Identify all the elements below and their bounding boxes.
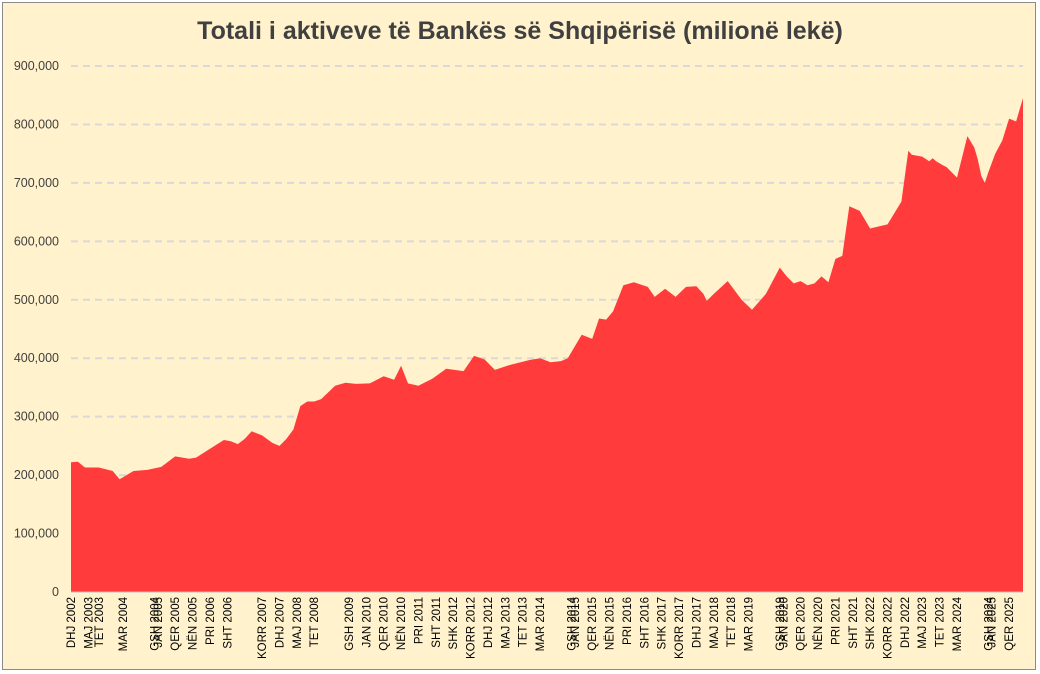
x-tick-label: TET 2003: [94, 597, 106, 647]
x-tick-label: MAR 2024: [952, 596, 964, 651]
x-tick-label: MAR 2004: [118, 596, 130, 651]
y-tick-label: 600,000: [14, 234, 59, 248]
y-tick-label: 300,000: [14, 410, 59, 424]
x-tick-label: MAJ 2018: [709, 597, 721, 649]
x-tick-label: KORR 2007: [257, 597, 269, 659]
x-tick-label: GSH 2004: [149, 596, 161, 650]
x-tick-label: NËN 2020: [813, 597, 825, 650]
x-tick-label: GSH 2024: [983, 596, 995, 650]
x-tick-label: PRI 2011: [413, 597, 425, 644]
x-tick-label: PRI 2006: [205, 597, 217, 645]
x-tick-label: GSH 2014: [566, 596, 578, 650]
x-tick-label: KORR 2022: [882, 597, 894, 659]
x-tick-label: QER 2020: [796, 597, 808, 651]
y-tick-label: 200,000: [14, 468, 59, 482]
y-tick-label: 100,000: [14, 527, 59, 541]
x-tick-label: QER 2005: [170, 597, 182, 651]
x-tick-label: SHK 2017: [657, 597, 669, 649]
chart-title: Totali i aktiveve të Bankës së Shqipëris…: [197, 17, 843, 45]
x-tick-label: TET 2013: [518, 597, 530, 647]
x-tick-label: QER 2015: [587, 597, 599, 651]
x-tick-label: SHT 2016: [639, 597, 651, 649]
x-tick-label: MAJ 2013: [500, 597, 512, 649]
x-tick-label: DHJ 2002: [66, 597, 78, 648]
x-tick-label: SHT 2021: [848, 597, 860, 649]
x-tick-label: MAR 2019: [744, 597, 756, 651]
y-tick-label: 800,000: [14, 117, 59, 131]
x-tick-label: SHK 2022: [865, 597, 877, 649]
y-tick-label: 700,000: [14, 176, 59, 190]
area-fill: [71, 98, 1023, 592]
y-tick-label: 900,000: [14, 59, 59, 73]
x-tick-label: TET 2018: [726, 597, 738, 647]
x-tick-label: KORR 2012: [466, 597, 478, 659]
x-tick-label: JAN 2020: [778, 597, 790, 648]
x-tick-label: NËN 2005: [188, 597, 200, 650]
y-tick-label: 400,000: [14, 351, 59, 365]
x-tick-label: DHJ 2012: [483, 597, 495, 648]
x-tick-label: MAR 2014: [535, 596, 547, 651]
x-tick-label: GSH 2009: [344, 597, 356, 651]
x-tick-label: GSH 2019: [775, 597, 787, 651]
y-tick-label: 500,000: [14, 293, 59, 307]
x-tick-label: DHJ 2007: [274, 597, 286, 648]
x-tick-label: SHT 2006: [222, 597, 234, 649]
x-tick-label: DHJ 2017: [691, 597, 703, 648]
x-tick-label: TET 2023: [935, 597, 947, 647]
x-tick-label: MAJ 2003: [83, 597, 95, 649]
x-tick-label: MAJ 2008: [292, 597, 304, 649]
x-tick-label: SHT 2011: [431, 597, 443, 648]
y-tick-label: 0: [52, 585, 59, 599]
x-tick-label: SHK 2012: [448, 597, 460, 649]
x-tick-label: DHJ 2022: [900, 597, 912, 648]
x-tick-label: KORR 2017: [674, 597, 686, 659]
x-tick-label: QER 2010: [379, 597, 391, 651]
x-tick-label: QER 2025: [1004, 597, 1016, 651]
x-tick-label: PRI 2021: [830, 597, 842, 645]
x-tick-label: JAN 2025: [987, 597, 999, 648]
area-series: [71, 98, 1023, 592]
x-tick-label: JAN 2015: [570, 597, 582, 648]
x-tick-label: PRI 2016: [622, 597, 634, 645]
x-tick-label: MAJ 2023: [917, 597, 929, 649]
x-tick-label: JAN 2010: [361, 597, 373, 648]
x-tick-label: JAN 2005: [153, 597, 165, 648]
chart-plot: 0 100,000 200,000 300,000 400,000 500,000 600,…: [14, 59, 1023, 659]
x-tick-label: TET 2008: [309, 597, 321, 647]
y-tick-labels: 0 100,000 200,000 300,000 400,000 500,000 600,…: [14, 59, 59, 599]
x-tick-label: NËN 2015: [605, 597, 617, 650]
x-tick-label: NËN 2010: [396, 597, 408, 650]
